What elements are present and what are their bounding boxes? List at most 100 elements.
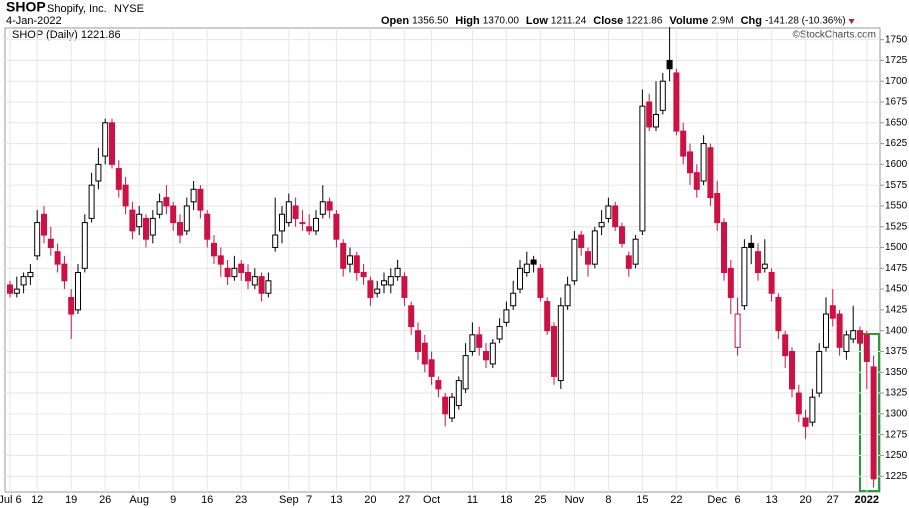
x-tick-label: 19 <box>65 494 77 506</box>
candle-body <box>537 267 544 298</box>
candle-body <box>143 217 149 240</box>
candle-body <box>20 276 27 286</box>
candle-body <box>367 280 374 298</box>
candle-body <box>510 292 517 307</box>
candle-body <box>585 251 591 265</box>
candle-body <box>483 350 489 361</box>
candle-body <box>306 226 313 232</box>
candle-body <box>204 213 211 240</box>
candle-body <box>646 101 653 128</box>
candle-body <box>81 222 88 269</box>
x-tick-label: 13 <box>765 494 777 506</box>
y-tick-label: 1500 <box>885 242 908 253</box>
candle-body <box>741 247 748 307</box>
candle-body <box>360 271 367 278</box>
company: Shopify, Inc. <box>47 3 107 15</box>
candle-body <box>571 238 578 282</box>
candle-body <box>211 242 217 257</box>
candle-body <box>857 330 863 344</box>
candle-body <box>544 301 551 332</box>
candle-body <box>870 366 877 480</box>
candle-body <box>122 184 129 207</box>
candle-body <box>469 334 476 352</box>
candle-body <box>387 276 394 286</box>
candle-body <box>258 276 265 294</box>
y-tick-label: 1525 <box>885 221 908 232</box>
y-tick-label: 1600 <box>885 159 908 170</box>
candle-body <box>564 284 571 307</box>
candle-body <box>109 122 115 165</box>
candle-body <box>816 350 823 394</box>
candle-body <box>251 276 258 286</box>
x-tick-label: 8 <box>605 494 611 506</box>
candle-body <box>374 288 381 294</box>
candle-body <box>680 130 687 157</box>
candle-body <box>843 334 850 352</box>
candle-body <box>231 267 238 278</box>
y-tick-label: 1275 <box>885 429 908 440</box>
candle-body <box>489 342 496 365</box>
candle-body <box>775 296 782 332</box>
x-tick-label: 25 <box>534 494 546 506</box>
x-tick-label: 23 <box>235 494 247 506</box>
stats: Open 1356.50 High 1370.00 Low 1211.24 Close 122… <box>381 15 855 27</box>
candle-body <box>829 305 836 319</box>
candle-body <box>217 255 224 265</box>
candle-body <box>299 222 306 225</box>
candle-body <box>340 242 347 269</box>
candle-body <box>761 263 768 269</box>
candle-body <box>496 326 503 340</box>
x-tick-label: 20 <box>799 494 811 506</box>
candle-body <box>415 330 421 352</box>
candle-body <box>27 271 34 278</box>
y-tick-label: 1675 <box>885 97 908 108</box>
candle-body <box>177 222 183 236</box>
candle-body <box>823 313 829 348</box>
candle-body <box>625 255 632 269</box>
exchange: NYSE <box>114 3 144 15</box>
candle-body <box>115 168 122 190</box>
candle-body <box>557 305 564 382</box>
candle-body <box>802 417 809 427</box>
candle-body <box>272 234 279 249</box>
stat-label: Chg <box>741 15 762 27</box>
y-tick-label: 1425 <box>885 305 908 316</box>
candle-body <box>279 213 285 232</box>
y-tick-label: 1400 <box>885 325 908 336</box>
candle-body <box>619 226 625 244</box>
candle-body <box>183 205 190 232</box>
x-tick-label: 12 <box>31 494 43 506</box>
stat-value: 1221.86 <box>626 16 663 27</box>
candle-body <box>95 163 102 182</box>
candle-body <box>707 147 714 199</box>
y-tick-label: 1475 <box>885 263 908 274</box>
candle-body <box>734 313 741 348</box>
x-tick-label: 7 <box>306 494 312 506</box>
stat-label: Volume <box>669 15 708 27</box>
candle-body <box>727 267 734 298</box>
candle-body <box>47 238 54 249</box>
candle-body <box>523 263 530 273</box>
candle-body <box>653 113 659 128</box>
y-tick-label: 1575 <box>885 180 908 191</box>
candle-body <box>156 201 163 215</box>
candle-body <box>68 296 75 315</box>
candle-body <box>693 172 700 190</box>
candle-body <box>170 205 177 224</box>
candle-body <box>61 263 68 282</box>
candle-body <box>75 271 81 311</box>
y-tick-label: 1375 <box>885 346 908 357</box>
x-tick-label: 27 <box>398 494 410 506</box>
down-triangle <box>848 19 855 24</box>
y-tick-label: 1750 <box>885 34 908 45</box>
candle-body <box>721 222 727 273</box>
candle-body <box>238 263 245 273</box>
candle-body <box>319 201 326 215</box>
candle-body <box>129 209 136 232</box>
candle-body <box>476 334 483 348</box>
candle-body <box>428 359 435 377</box>
candle-body <box>313 217 319 232</box>
x-tick-label: Aug <box>129 494 149 506</box>
candle-body <box>408 305 415 328</box>
copyright: ©StockCharts.com <box>792 30 876 41</box>
